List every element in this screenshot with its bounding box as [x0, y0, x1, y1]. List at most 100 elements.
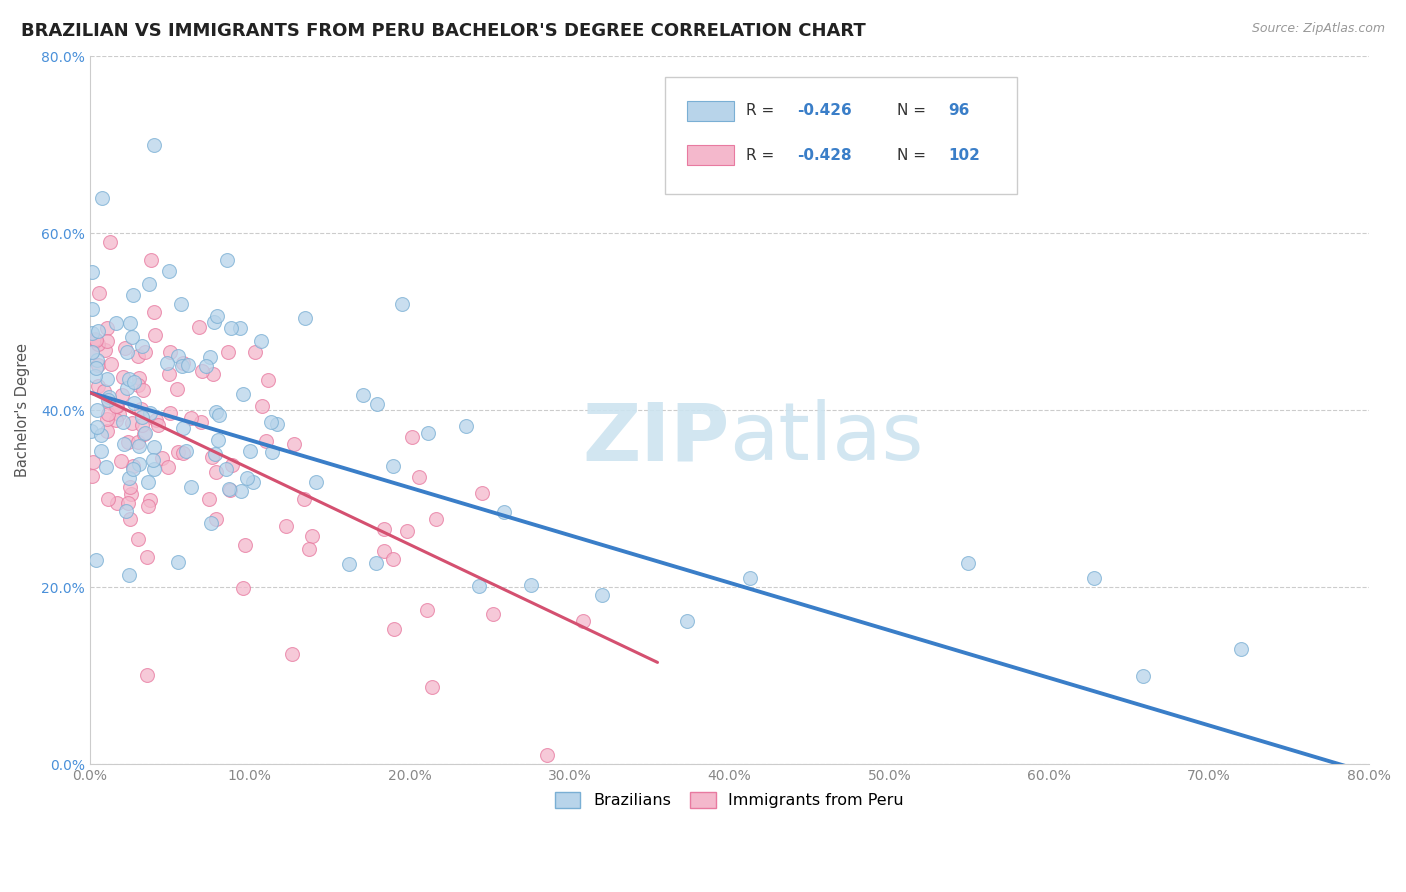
Point — [97, 390, 120, 404]
Point — [194, 359, 217, 373]
Point — [177, 358, 200, 372]
Point — [131, 417, 153, 432]
Point — [145, 413, 167, 427]
Point — [305, 475, 328, 489]
Point — [159, 406, 181, 420]
Point — [98, 394, 121, 409]
Point — [121, 416, 143, 430]
Point — [217, 345, 239, 359]
Point — [128, 371, 150, 385]
Point — [128, 439, 150, 453]
Point — [90, 191, 112, 205]
Point — [120, 486, 142, 500]
Point — [90, 428, 112, 442]
Point — [180, 411, 202, 425]
Point — [80, 265, 103, 279]
Point — [280, 647, 302, 661]
Point — [201, 450, 224, 464]
Point — [1230, 642, 1253, 657]
Point — [257, 373, 280, 387]
Point — [118, 372, 141, 386]
Point — [112, 370, 135, 384]
Point — [150, 450, 173, 465]
Point — [156, 459, 179, 474]
Point — [221, 458, 243, 473]
Point — [591, 589, 613, 603]
Point — [494, 504, 516, 518]
Point — [96, 334, 118, 348]
Point — [740, 571, 762, 585]
Point — [105, 399, 128, 413]
Point — [117, 434, 139, 449]
Point — [97, 392, 120, 407]
Point — [235, 538, 257, 552]
Point — [294, 492, 316, 507]
Point — [96, 372, 118, 386]
Point — [456, 418, 478, 433]
Point — [420, 680, 443, 694]
Point — [207, 434, 229, 448]
FancyBboxPatch shape — [688, 145, 734, 165]
Point — [482, 607, 505, 622]
Point — [166, 555, 188, 569]
Point — [425, 512, 447, 526]
Point — [97, 491, 120, 506]
Point — [96, 459, 118, 474]
Point — [396, 524, 419, 538]
Point — [170, 359, 193, 373]
FancyBboxPatch shape — [688, 101, 734, 120]
Point — [205, 465, 228, 479]
Point — [114, 341, 136, 355]
Point — [373, 544, 395, 558]
Point — [156, 356, 179, 370]
Point — [180, 480, 202, 494]
Point — [301, 529, 323, 543]
Point — [138, 406, 160, 420]
Point — [172, 421, 194, 435]
Point — [115, 345, 138, 359]
Point — [80, 425, 103, 439]
Text: 96: 96 — [948, 103, 970, 119]
Point — [107, 408, 129, 422]
Point — [136, 668, 159, 682]
Point — [120, 512, 142, 526]
Point — [172, 356, 194, 370]
Point — [391, 297, 413, 311]
Point — [87, 336, 110, 351]
Point — [84, 333, 107, 347]
Point — [148, 417, 170, 432]
Point — [96, 412, 118, 426]
Text: BRAZILIAN VS IMMIGRANTS FROM PERU BACHELOR'S DEGREE CORRELATION CHART: BRAZILIAN VS IMMIGRANTS FROM PERU BACHEL… — [21, 22, 866, 40]
Point — [134, 345, 156, 359]
Point — [219, 321, 242, 335]
Point — [197, 492, 219, 507]
Point — [98, 235, 121, 249]
Legend: Brazilians, Immigrants from Peru: Brazilians, Immigrants from Peru — [547, 784, 912, 816]
Point — [956, 557, 979, 571]
Point — [96, 424, 118, 438]
Point — [172, 446, 194, 460]
Point — [471, 486, 494, 500]
Point — [190, 415, 212, 429]
Point — [105, 496, 128, 510]
Point — [118, 471, 141, 485]
Text: atlas: atlas — [730, 400, 924, 477]
Point — [242, 475, 264, 489]
Point — [416, 425, 439, 440]
Point — [283, 437, 305, 451]
Point — [87, 324, 110, 338]
Point — [245, 345, 267, 359]
Point — [167, 349, 190, 363]
Point — [136, 549, 159, 564]
Point — [121, 329, 143, 343]
Point — [105, 317, 128, 331]
Point — [139, 492, 162, 507]
Point — [131, 339, 153, 353]
Point — [1132, 669, 1154, 683]
Point — [104, 399, 127, 413]
Text: ZIP: ZIP — [582, 400, 730, 477]
Point — [373, 522, 395, 536]
Point — [80, 345, 103, 359]
Point — [232, 581, 254, 595]
Point — [84, 552, 107, 566]
